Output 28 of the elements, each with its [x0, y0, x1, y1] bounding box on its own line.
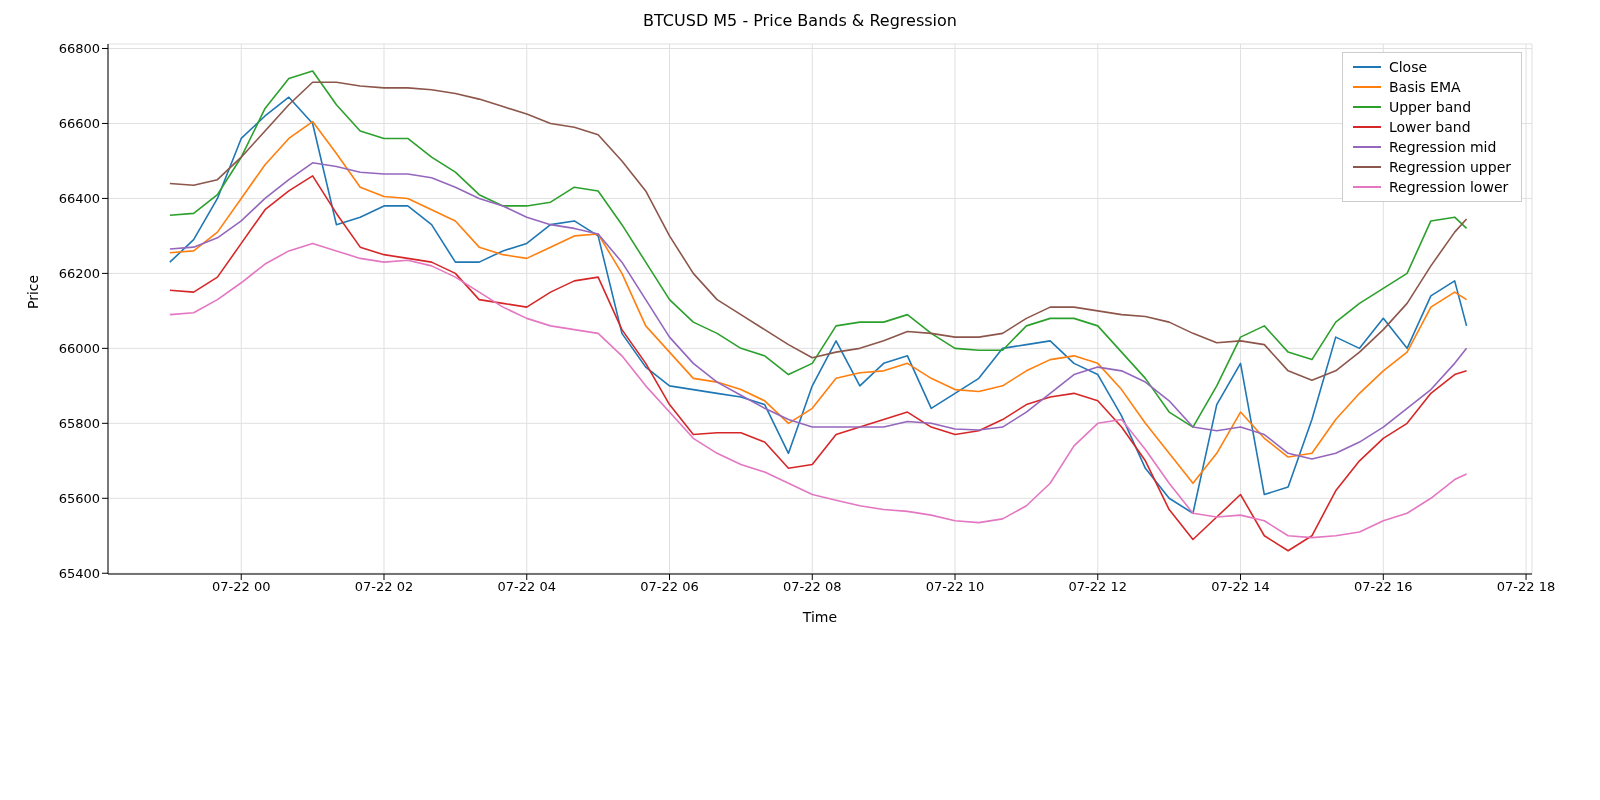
- legend-label: Upper band: [1388, 98, 1472, 117]
- x-tick-label: 07-22 00: [212, 579, 271, 595]
- x-tick-label: 07-22 12: [1068, 579, 1128, 595]
- x-tick-label: 07-22 16: [1354, 579, 1413, 595]
- y-axis-title: Price: [24, 274, 41, 309]
- x-tick-label: 07-22 02: [354, 579, 414, 595]
- x-tick-label: 07-22 06: [640, 579, 699, 595]
- y-tick-label: 66000: [58, 340, 100, 356]
- x-tick-label: 07-22 08: [783, 579, 842, 595]
- legend-label: Basis EMA: [1388, 78, 1461, 97]
- legend-label: Regression mid: [1388, 138, 1497, 157]
- x-tick-label: 07-22 14: [1211, 579, 1270, 595]
- legend-label: Regression upper: [1388, 158, 1511, 177]
- y-tick-label: 65600: [58, 490, 100, 506]
- x-tick-label: 07-22 18: [1496, 579, 1556, 595]
- x-tick-label: 07-22 10: [925, 579, 985, 595]
- y-tick-label: 65800: [58, 415, 100, 431]
- y-tick-label: 66400: [58, 191, 100, 207]
- y-tick-label: 66800: [58, 41, 100, 57]
- chart-title: BTCUSD M5 - Price Bands & Regression: [642, 10, 958, 32]
- y-tick-label: 65400: [58, 565, 100, 581]
- x-axis-title: Time: [801, 609, 838, 625]
- legend-label: Regression lower: [1388, 178, 1509, 197]
- legend-label: Close: [1388, 58, 1428, 77]
- legend-label: Lower band: [1388, 118, 1471, 137]
- y-tick-label: 66600: [58, 116, 100, 132]
- y-tick-label: 66200: [58, 266, 100, 282]
- x-tick-label: 07-22 04: [497, 579, 556, 595]
